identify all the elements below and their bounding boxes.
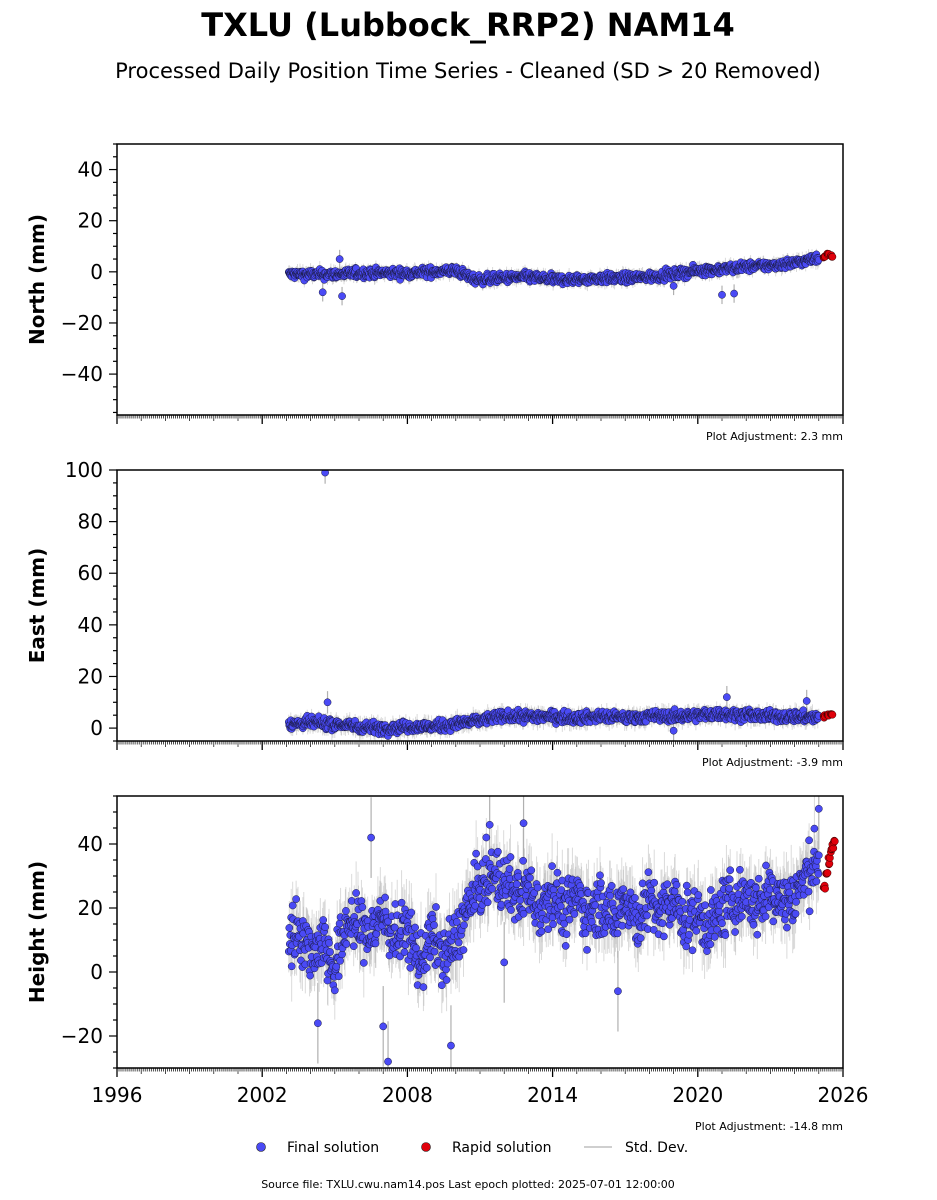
y-tick-label: 80: [78, 510, 103, 534]
y-tick-label: −20: [61, 311, 103, 335]
rapid-point: [828, 710, 837, 719]
panels: −40 −20 0 20 40 North (mm) Plot Adjustment: 2.…: [25, 143, 868, 1133]
chart-subtitle: Processed Daily Position Time Series - C…: [115, 59, 821, 83]
final-point: [318, 288, 327, 297]
y-tick-label: 0: [90, 260, 103, 284]
chart-title: TXLU (Lubbock_RRP2) NAM14: [201, 6, 734, 44]
final-point: [335, 255, 344, 263]
y-tick-label: 40: [78, 613, 103, 637]
panel-1: −40 −20 0 20 40 North (mm) Plot Adjustment: 2.…: [25, 143, 844, 443]
panel-data: [284, 470, 837, 741]
axes-frame: [116, 469, 844, 742]
y-tick-label: 100: [65, 458, 103, 482]
plot-adjustment-note: Plot Adjustment: 2.3 mm: [706, 430, 843, 443]
final-point: [669, 726, 678, 735]
y-tick-label: 60: [78, 561, 103, 585]
final-point: [323, 698, 332, 707]
y-tick-label: −40: [61, 362, 103, 386]
y-axis-label: North (mm): [25, 214, 49, 345]
y-tick-label: 40: [78, 158, 103, 182]
final-point: [802, 697, 811, 705]
rapid-points: [819, 249, 837, 262]
rapid-points: [819, 710, 837, 722]
final-point: [321, 470, 329, 477]
final-point: [669, 282, 678, 290]
final-point: [722, 693, 731, 701]
rapid-point: [828, 252, 837, 261]
y-tick-label: 0: [90, 716, 103, 740]
final-point: [730, 289, 738, 298]
panel-data: [284, 248, 837, 306]
final-point: [338, 292, 346, 300]
stddev-bars: [288, 470, 820, 741]
y-tick-label: 20: [78, 664, 103, 688]
final-point: [718, 290, 726, 299]
final-points: [284, 470, 823, 740]
final-points: [284, 250, 823, 300]
y-tick-label: 20: [78, 209, 103, 233]
